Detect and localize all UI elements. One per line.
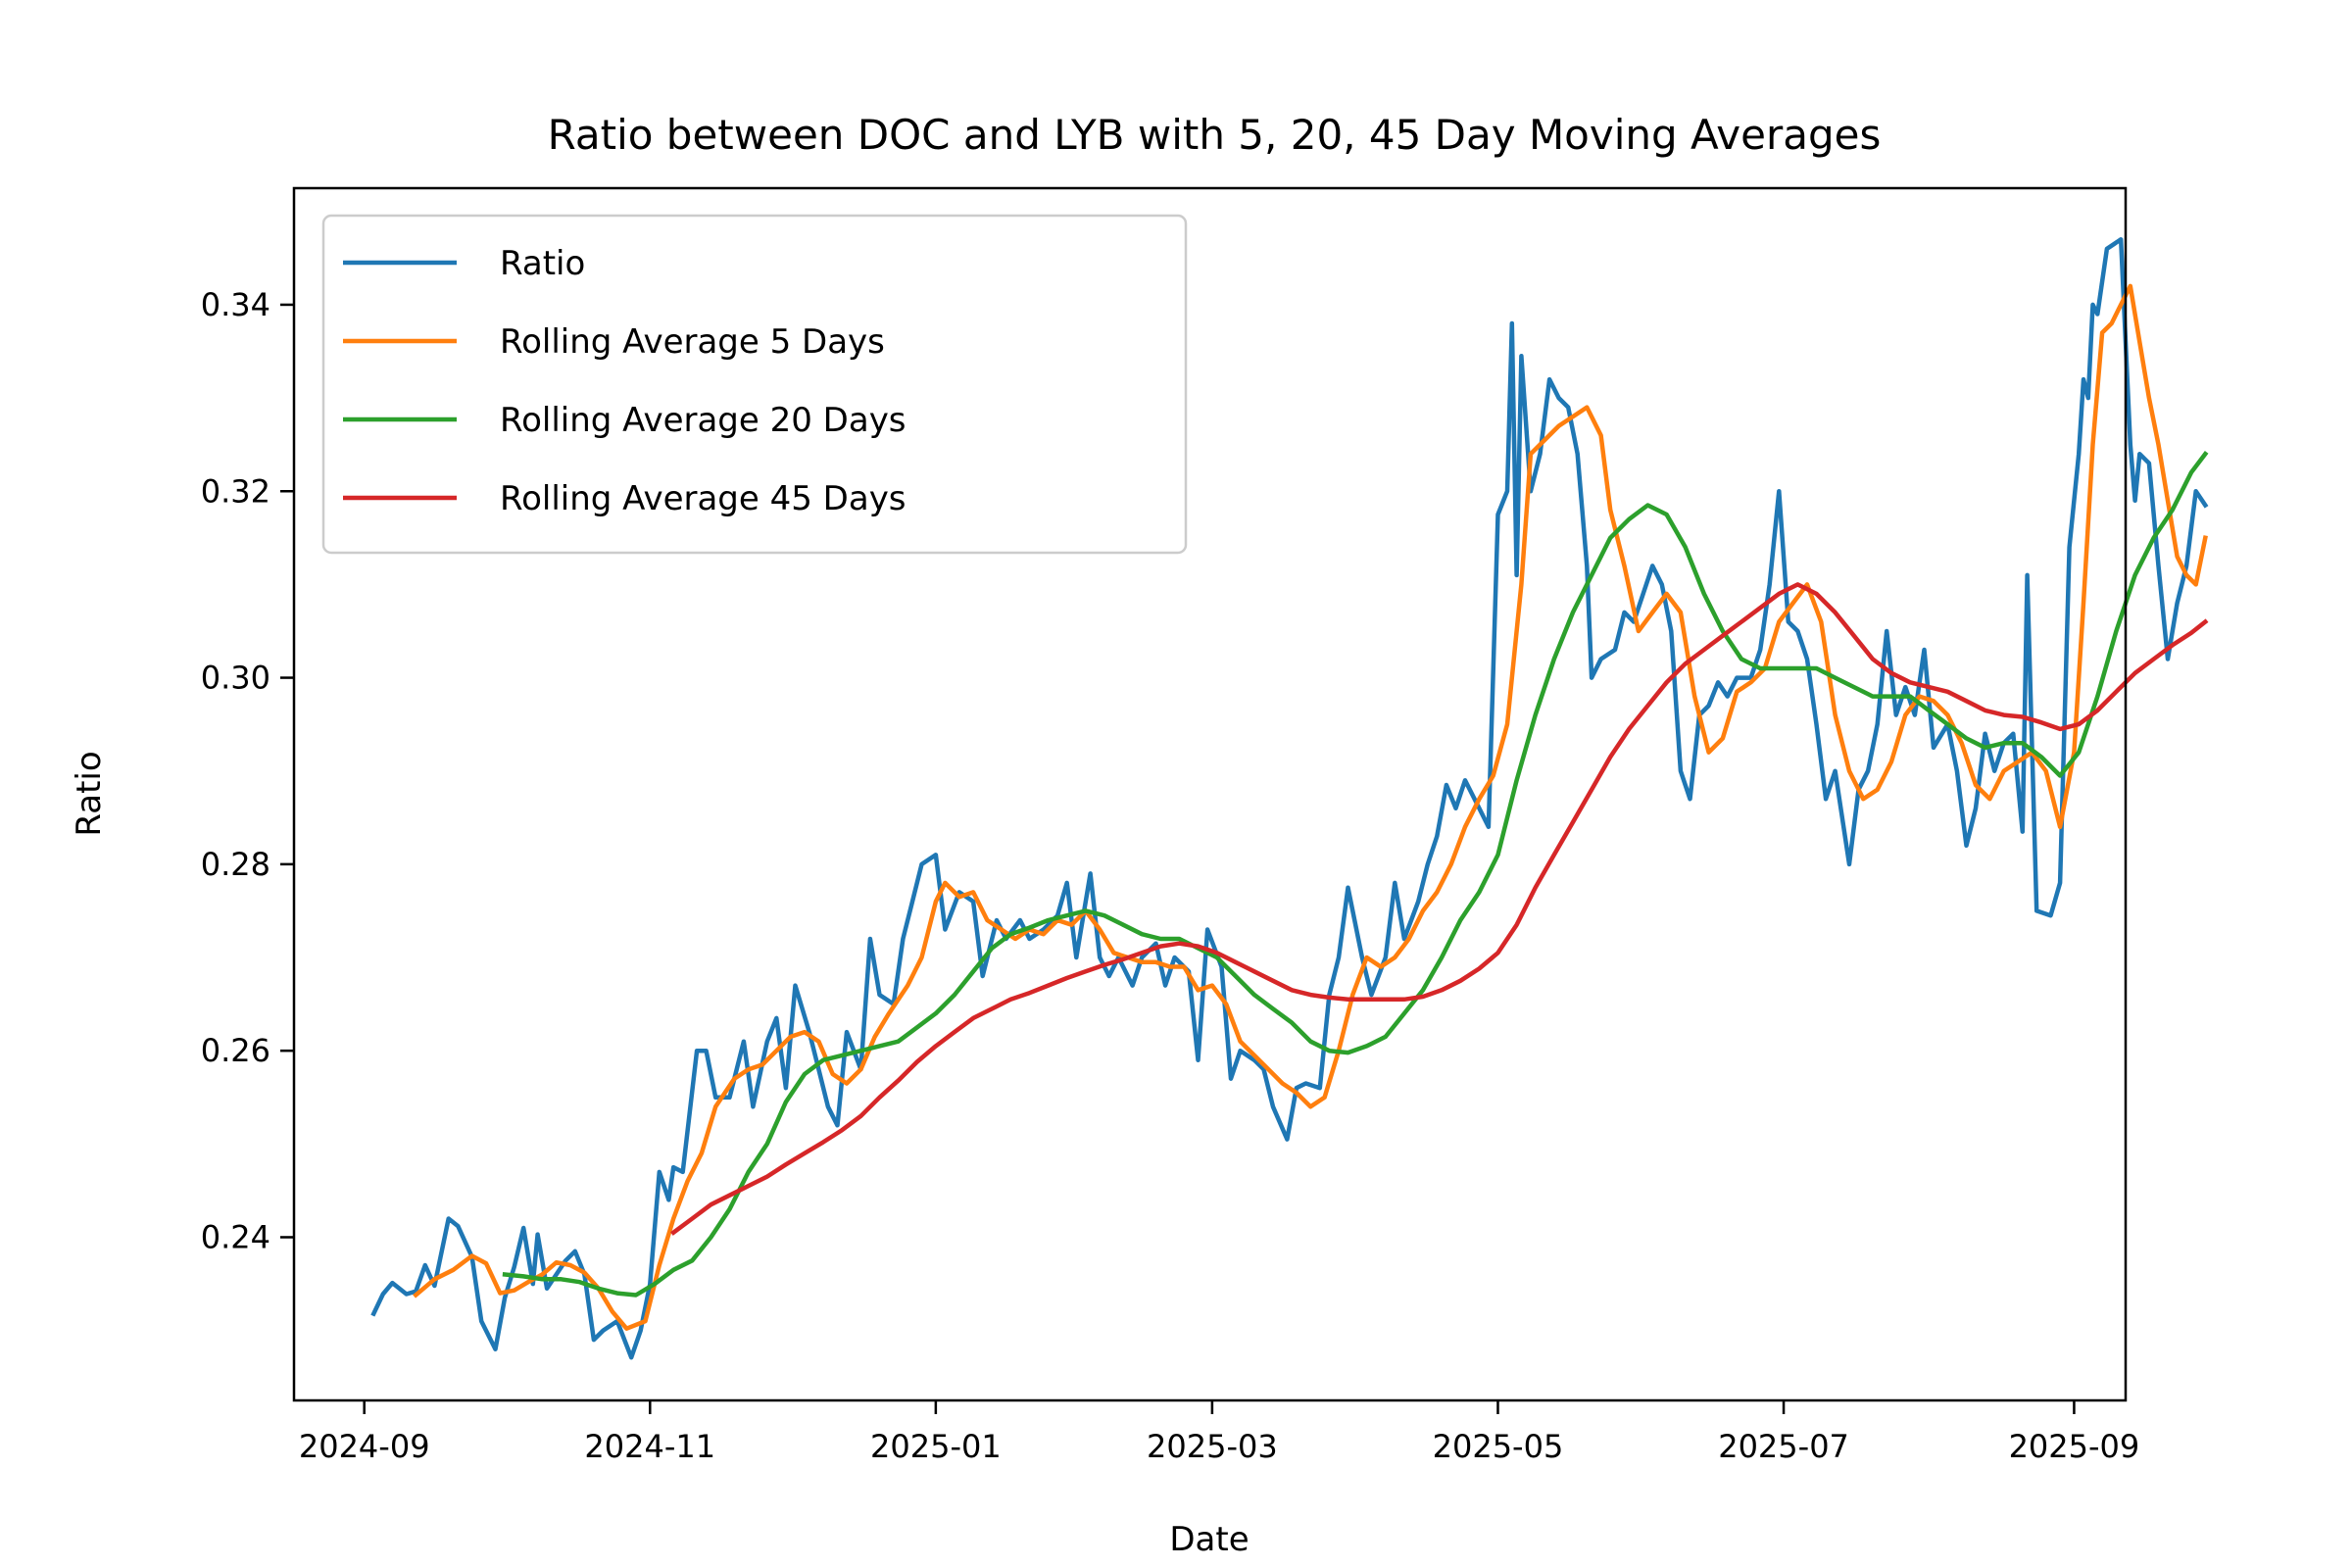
- x-axis: 2024-09 2024-11 2025-01 2025-03 2025-05 2025-…: [299, 1400, 2139, 1465]
- plot-frame: [292, 186, 2128, 1402]
- legend-label: Rolling Average 45 Days: [500, 479, 906, 518]
- series-line-ratio: [370, 237, 2209, 1360]
- y-tick-label: 0.28: [201, 846, 270, 883]
- x-tick-label: 2024-11: [584, 1428, 715, 1465]
- series-line-rolling-average-20-days: [502, 451, 2209, 1298]
- legend-label: Rolling Average 5 Days: [500, 322, 885, 362]
- legend-label: Rolling Average 20 Days: [500, 401, 906, 440]
- chart-title: Ratio between DOC and LYB with 5, 20, 45…: [548, 111, 1882, 159]
- x-axis-label: Date: [1169, 1520, 1249, 1559]
- x-tick-label: 2025-07: [1718, 1428, 1849, 1465]
- series-line-rolling-average-45-days: [670, 582, 2209, 1236]
- y-axis: 0.24 0.26 0.28 0.30 0.32 0.34: [201, 286, 294, 1255]
- series-group: [370, 237, 2209, 1360]
- x-tick-label: 2025-09: [2009, 1428, 2140, 1465]
- series-line-rolling-average-5-days: [413, 283, 2208, 1331]
- y-axis-label: Ratio: [70, 751, 109, 836]
- legend-label: Ratio: [500, 244, 585, 283]
- y-tick-label: 0.32: [201, 472, 270, 510]
- x-tick-label: 2024-09: [299, 1428, 430, 1465]
- legend: Ratio Rolling Average 5 Days Rolling Avera…: [321, 214, 1188, 555]
- y-tick-label: 0.24: [201, 1218, 270, 1255]
- y-tick-label: 0.30: [201, 660, 270, 697]
- x-tick-label: 2025-05: [1433, 1428, 1564, 1465]
- legend-box: [321, 214, 1188, 555]
- x-tick-label: 2025-01: [870, 1428, 1002, 1465]
- y-tick-label: 0.26: [201, 1032, 270, 1069]
- y-tick-label: 0.34: [201, 286, 270, 323]
- x-tick-label: 2025-03: [1147, 1428, 1278, 1465]
